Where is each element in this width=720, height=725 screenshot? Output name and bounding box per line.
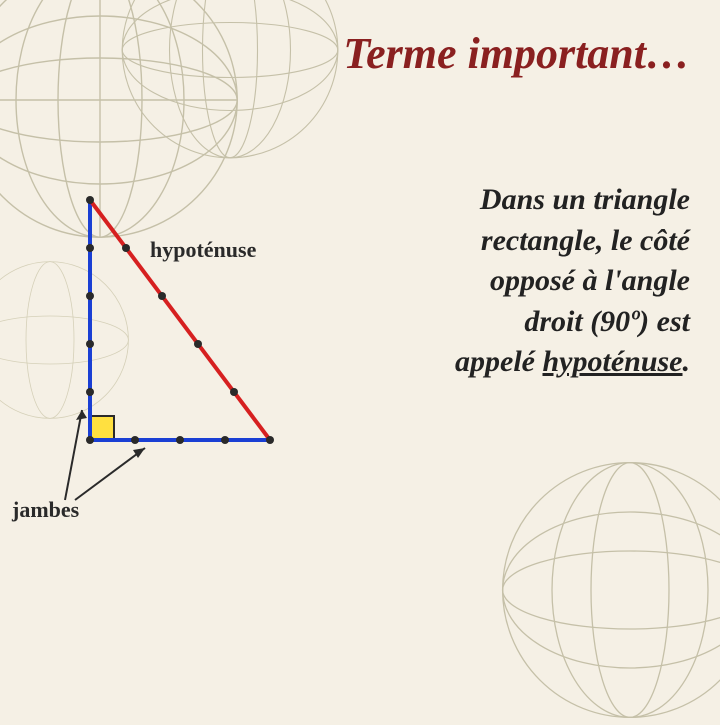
- definition-text: Dans un triangle rectangle, le côté oppo…: [340, 180, 690, 383]
- right-angle-marker: [90, 416, 114, 440]
- hypotenuse-line: [90, 200, 270, 440]
- body-line1: Dans un triangle: [480, 183, 690, 216]
- jambes-label: jambes: [12, 497, 79, 523]
- body-line5-post: .: [683, 345, 691, 378]
- hypotenuse-label: hypoténuse: [150, 237, 256, 263]
- body-line2: rectangle, le côté: [481, 224, 690, 257]
- body-line3: opposé à l'angle: [490, 264, 690, 297]
- bg-sphere-4: [500, 460, 720, 720]
- body-line5-u: hypoténuse: [542, 345, 682, 378]
- body-line4: droit (90º) est: [524, 305, 690, 338]
- bg-sphere-2: [120, 0, 340, 160]
- triangle-diagram: [50, 190, 290, 450]
- body-line5-pre: appelé: [455, 345, 542, 378]
- slide-title: Terme important…: [343, 28, 690, 79]
